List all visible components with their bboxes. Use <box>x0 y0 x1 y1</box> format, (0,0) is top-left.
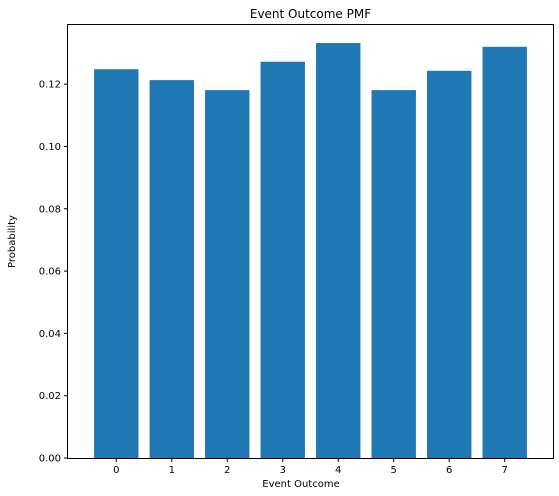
bars-layer <box>94 43 527 459</box>
x-tick-label: 4 <box>335 465 341 476</box>
y-tick-label: 0.06 <box>39 267 61 278</box>
y-tick-label: 0.08 <box>39 204 61 215</box>
bar-4 <box>316 43 361 458</box>
y-tick-label: 0.10 <box>39 142 61 153</box>
y-tick-label: 0.12 <box>39 80 61 91</box>
bar-3 <box>260 61 305 459</box>
y-tick-label: 0.02 <box>39 391 61 402</box>
x-tick-label: 5 <box>391 465 397 476</box>
y-axis-label: Probability <box>7 215 18 268</box>
x-tick-label: 1 <box>169 465 175 476</box>
bar-0 <box>94 69 139 459</box>
x-tick-label: 7 <box>502 465 508 476</box>
y-axis-ticks: 0.00 0.02 0.04 0.06 0.08 0.10 0.12 <box>39 80 68 465</box>
bar-7 <box>482 46 527 458</box>
bar-5 <box>371 90 416 458</box>
chart-title: Event Outcome PMF <box>250 7 371 21</box>
x-tick-label: 6 <box>446 465 452 476</box>
bar-1 <box>149 80 194 458</box>
plot-frame <box>67 24 554 459</box>
x-tick-label: 0 <box>113 465 119 476</box>
bar-6 <box>427 70 472 458</box>
y-tick-label: 0.00 <box>39 454 61 465</box>
x-axis-label: Event Outcome <box>262 479 339 490</box>
x-tick-label: 2 <box>224 465 230 476</box>
x-axis-ticks: 0 1 2 3 4 5 6 7 <box>113 458 508 476</box>
y-tick-label: 0.04 <box>39 329 61 340</box>
x-tick-label: 3 <box>280 465 286 476</box>
bar-2 <box>205 90 250 458</box>
